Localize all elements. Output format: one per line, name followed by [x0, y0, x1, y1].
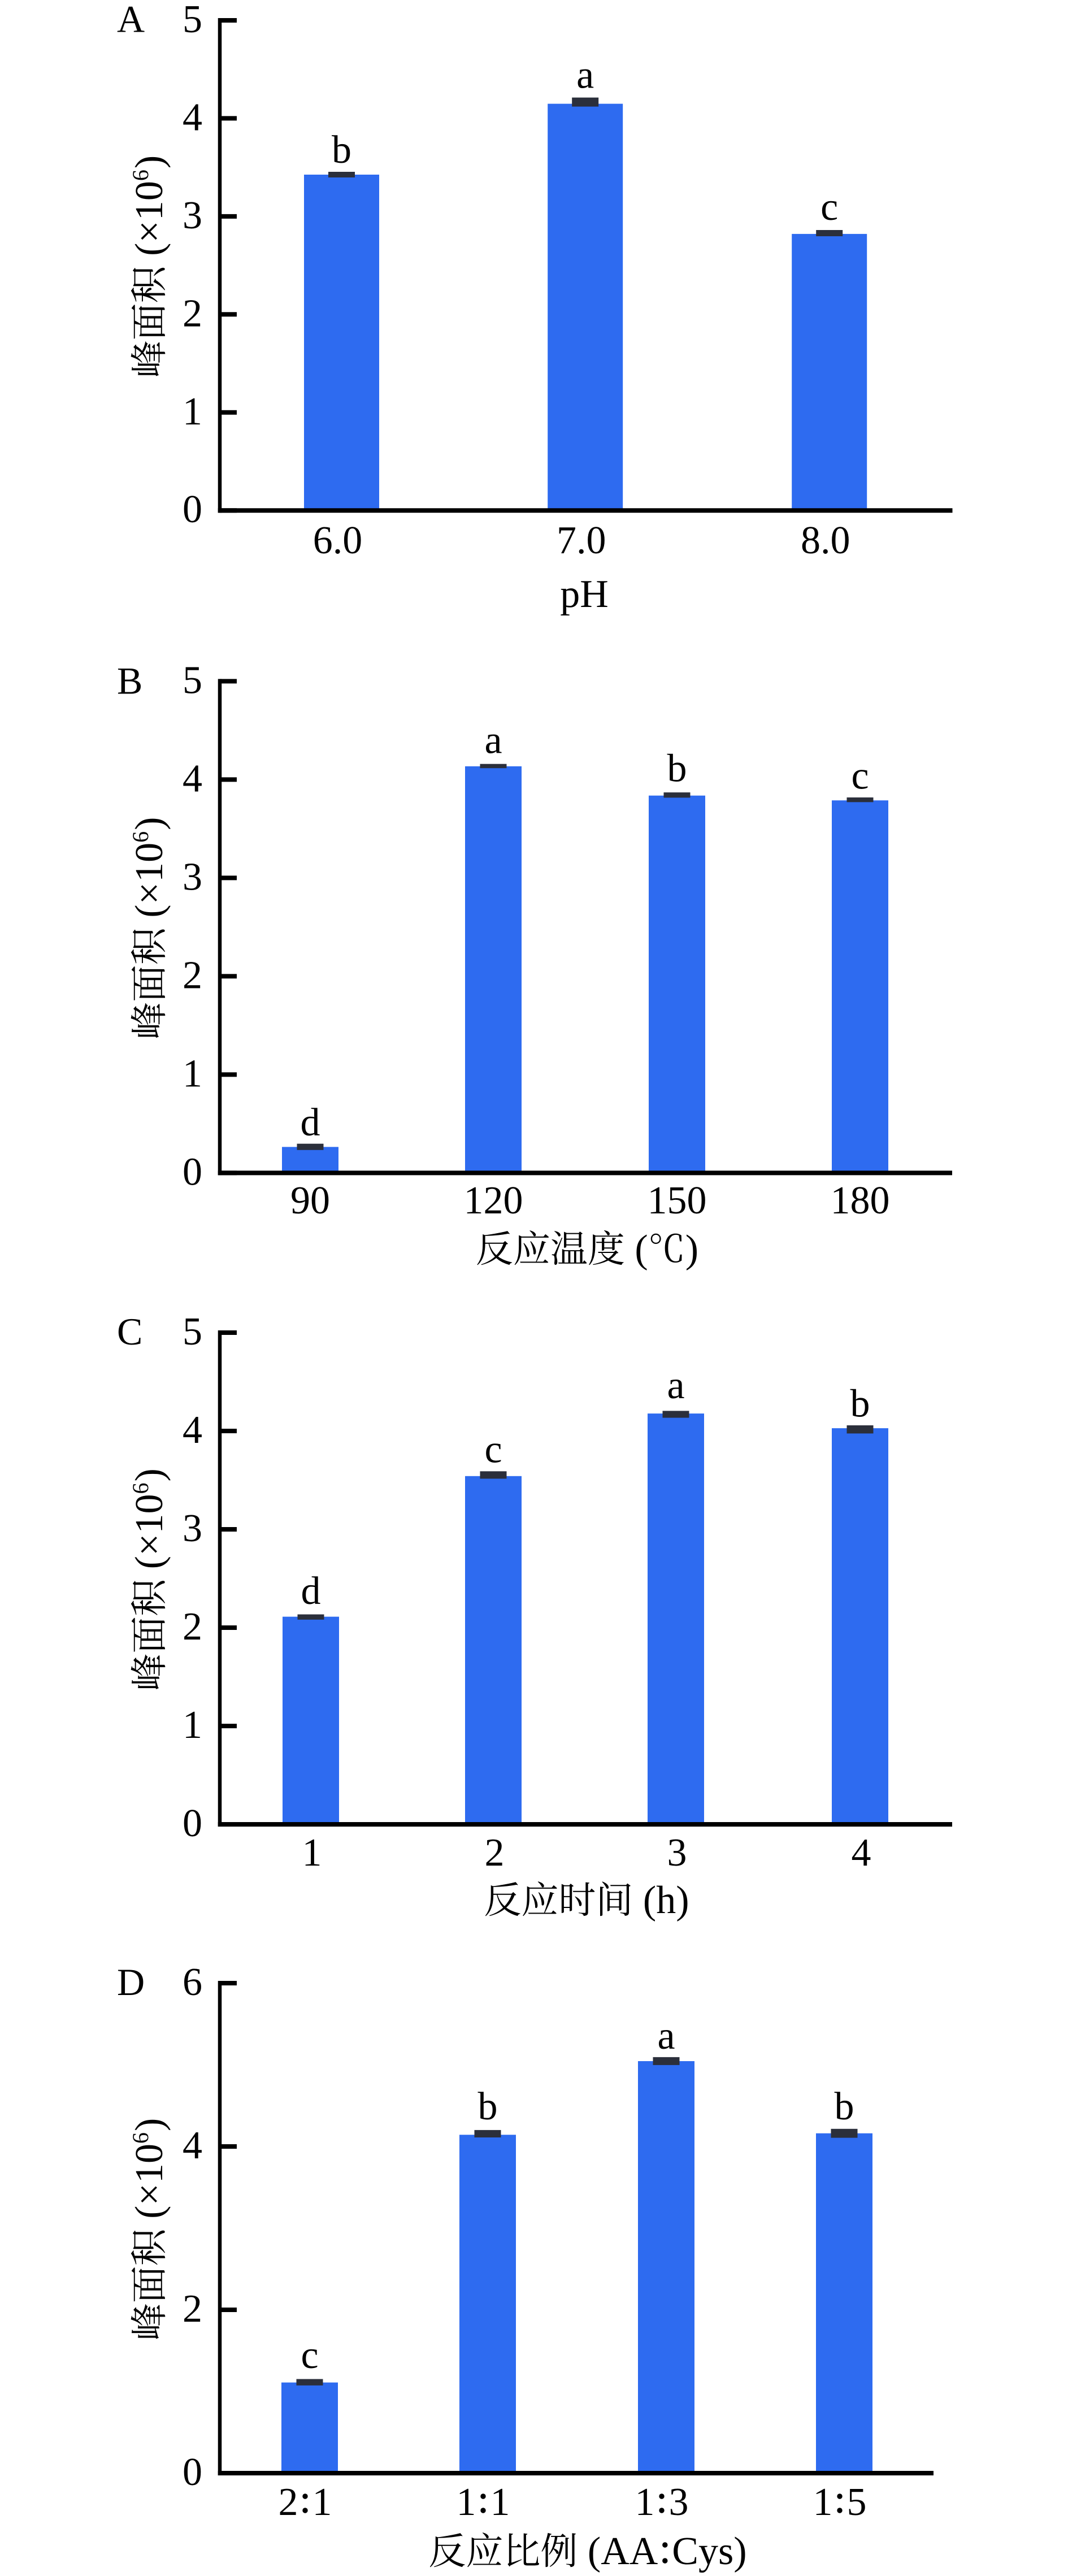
svg-text:): )	[128, 155, 171, 168]
svg-text:5: 5	[183, 0, 202, 41]
svg-text:a: a	[484, 718, 502, 762]
svg-text:3: 3	[183, 1507, 202, 1550]
svg-text:4: 4	[183, 1408, 202, 1452]
svg-text:(AA: (AA	[578, 2530, 658, 2573]
svg-text:7.0: 7.0	[557, 519, 606, 562]
svg-text:a: a	[667, 1364, 684, 1407]
svg-text:4: 4	[183, 96, 202, 139]
svg-text:(h): (h)	[633, 1879, 689, 1922]
svg-text:6: 6	[128, 1483, 153, 1494]
svg-text:0: 0	[183, 488, 202, 531]
svg-text:(×10: (×10	[128, 1494, 171, 1579]
svg-text:150: 150	[648, 1179, 707, 1222]
svg-text:(×10: (×10	[128, 181, 171, 266]
svg-text:2: 2	[279, 2480, 298, 2524]
svg-text:D: D	[117, 1961, 145, 2003]
svg-text:2: 2	[183, 292, 202, 335]
svg-text:1: 1	[635, 2480, 655, 2524]
svg-text:1: 1	[302, 1831, 322, 1875]
svg-text:a: a	[657, 2014, 675, 2058]
svg-text:a: a	[576, 54, 594, 97]
svg-text:b: b	[332, 128, 351, 172]
svg-text:3: 3	[667, 1831, 687, 1875]
svg-text:B: B	[117, 659, 142, 702]
svg-text:120: 120	[464, 1179, 523, 1222]
svg-text:c: c	[484, 1428, 502, 1471]
svg-text:pH: pH	[560, 573, 609, 616]
svg-text:6: 6	[128, 2132, 153, 2144]
svg-text:0: 0	[183, 1150, 202, 1194]
svg-text:5: 5	[183, 1310, 202, 1354]
svg-text:): )	[128, 817, 171, 830]
svg-text:1: 1	[813, 2480, 833, 2524]
svg-text:(×10: (×10	[128, 2144, 171, 2228]
svg-text:5: 5	[847, 2480, 867, 2524]
svg-text:1: 1	[312, 2480, 332, 2524]
svg-text:d: d	[301, 1569, 321, 1613]
svg-text:3: 3	[183, 194, 202, 237]
svg-text:d: d	[301, 1101, 320, 1144]
svg-text:180: 180	[831, 1179, 890, 1222]
svg-text:c: c	[820, 185, 838, 229]
svg-text:c: c	[851, 754, 869, 798]
svg-text:3: 3	[183, 855, 202, 899]
svg-text:b: b	[850, 1382, 870, 1426]
svg-text:0: 0	[183, 2451, 202, 2494]
svg-text:4: 4	[852, 1831, 871, 1875]
svg-text:1: 1	[183, 1703, 202, 1747]
svg-text:1: 1	[183, 1052, 202, 1095]
svg-text:2: 2	[183, 1605, 202, 1649]
svg-text:6.0: 6.0	[313, 519, 363, 562]
svg-text:c: c	[301, 2334, 318, 2377]
svg-text:0: 0	[183, 1802, 202, 1845]
svg-text:2: 2	[183, 2287, 202, 2331]
svg-text:8.0: 8.0	[801, 519, 850, 562]
svg-text:1: 1	[183, 390, 202, 433]
svg-text:5: 5	[183, 658, 202, 702]
svg-text:2: 2	[485, 1831, 505, 1875]
svg-text:6: 6	[183, 1961, 202, 2004]
svg-text:b: b	[478, 2085, 498, 2128]
svg-text:3: 3	[669, 2480, 689, 2524]
svg-text:): )	[128, 1468, 171, 1481]
svg-text:1: 1	[457, 2480, 476, 2524]
svg-text:): )	[685, 1228, 698, 1271]
svg-text:(: (	[625, 1228, 648, 1271]
svg-text:b: b	[667, 747, 687, 790]
svg-text:(×10: (×10	[128, 843, 171, 927]
svg-text:4: 4	[183, 757, 202, 800]
svg-text:90: 90	[290, 1179, 330, 1222]
svg-text:4: 4	[183, 2124, 202, 2167]
svg-text:2: 2	[183, 953, 202, 997]
svg-text:6: 6	[128, 170, 153, 181]
svg-text:A: A	[117, 0, 145, 41]
svg-text:Cys): Cys)	[672, 2530, 746, 2573]
svg-text:6: 6	[128, 831, 153, 843]
svg-text:1: 1	[490, 2480, 510, 2524]
svg-text:b: b	[835, 2085, 854, 2128]
svg-text:): )	[128, 2118, 171, 2131]
svg-text:C: C	[117, 1310, 142, 1353]
